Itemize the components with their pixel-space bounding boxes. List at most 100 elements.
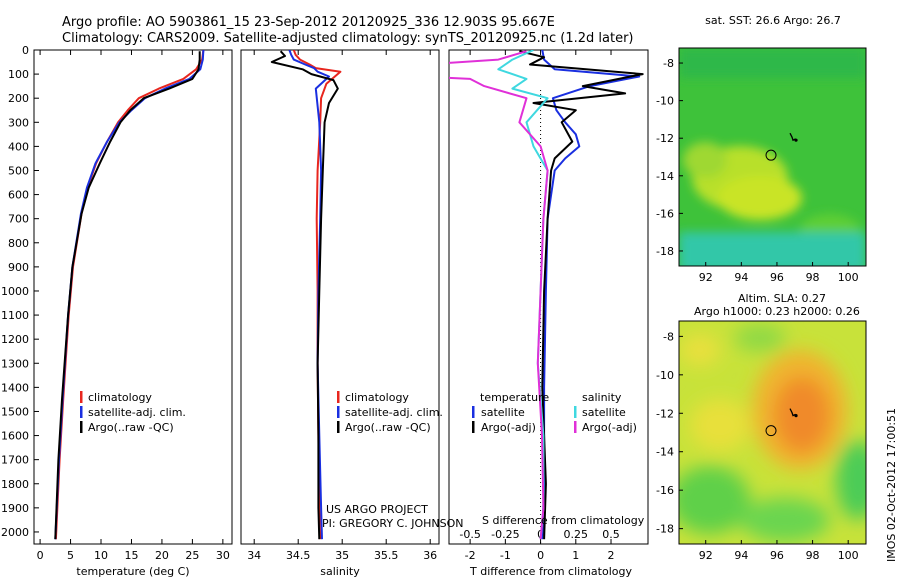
y-tick-label: 700 [8, 213, 29, 226]
temperature-axes [33, 49, 233, 545]
profile-location-marker [765, 425, 777, 437]
salinity-panel: 34 34.5 35 35.5 36 salinity climatology sate… [240, 49, 463, 578]
difference-axes [448, 49, 649, 545]
y-tick-label: 600 [8, 189, 29, 202]
legend-title-salinity: salinity [582, 391, 622, 404]
y-tick-label: 1100 [1, 309, 29, 322]
x-tick-label: 1 [572, 549, 579, 562]
sla-low-patch [836, 440, 866, 520]
legend-label-t-satellite: satellite [481, 406, 525, 419]
sla-map-title: Altim. SLA: 0.27 [738, 292, 826, 305]
sst-map-axes: 92 94 96 98 100 -8 -10 -12 -14 -16 -18 [656, 57, 859, 284]
sla-map-axes: 92 94 96 98 100 -8 -10 -12 -14 -16 -18 [656, 330, 859, 562]
sla-patch [680, 334, 720, 366]
map-x-tick-label: 96 [770, 271, 784, 284]
legend-title-temperature: temperature [480, 391, 549, 404]
sst-map-frame [678, 47, 867, 267]
salinity-diff-tick-label: 0.5 [602, 528, 620, 541]
y-tick-label: 1000 [1, 285, 29, 298]
temperature-xlabel: temperature (deg C) [76, 565, 189, 578]
series-line-climatology [292, 50, 342, 540]
x-tick-label: 30 [216, 549, 230, 562]
sst-field [679, 48, 866, 266]
x-tick-label: 34.5 [286, 549, 311, 562]
map-x-tick-label: 94 [734, 549, 748, 562]
map-y-tick-label: -16 [656, 207, 674, 220]
map-y-tick-label: -18 [656, 245, 674, 258]
sst-north-band [679, 48, 866, 78]
legend-swatch-argo [80, 421, 83, 433]
temperature-legend: climatology satellite-adj. clim. Argo(..… [80, 391, 186, 434]
y-tick-label: 1900 [1, 502, 29, 515]
salinity-series [270, 50, 342, 540]
x-tick-label: 25 [185, 549, 199, 562]
y-tick-label: 1700 [1, 454, 29, 467]
pi-credit: PI: GREGORY C. JOHNSON [322, 517, 463, 530]
timestamp-stamp: IMOS 02-Oct-2012 17:00:51 [885, 408, 898, 562]
series-line-t-satellite [541, 50, 641, 540]
y-tick-label: 300 [8, 116, 29, 129]
x-tick-label: 15 [124, 549, 138, 562]
y-tick-label: 800 [8, 237, 29, 250]
legend-swatch-t-argo [472, 421, 475, 433]
map-y-tick-label: -18 [656, 523, 674, 536]
x-tick-label: 20 [155, 549, 169, 562]
sst-south-band [679, 232, 866, 266]
sla-map-panel: Altim. SLA: 0.27 Argo h1000: 0.23 h2000:… [656, 292, 867, 562]
sla-patch [690, 399, 750, 451]
legend-swatch-s-satellite [574, 406, 577, 418]
legend-label-s-satellite: satellite [582, 406, 626, 419]
x-tick-label: 10 [94, 549, 108, 562]
y-tick-label: 200 [8, 92, 29, 105]
temperature-series [54, 50, 205, 540]
y-tick-label: 900 [8, 261, 29, 274]
sla-map-subtitle: Argo h1000: 0.23 h2000: 0.26 [694, 305, 860, 318]
map-x-tick-label: 100 [838, 271, 859, 284]
series-line-satellite-adj-clim- [288, 50, 330, 540]
legend-label-s-argo: Argo(-adj) [582, 421, 637, 434]
difference-xlabel: T difference from climatology [469, 565, 632, 578]
float-position-dot [794, 138, 798, 142]
sla-field [679, 321, 866, 544]
salinity-diff-tick-label: -0.25 [491, 528, 519, 541]
legend-label-argo: Argo(..raw -QC) [88, 421, 174, 434]
salinity-diff-tick-label: 0.25 [564, 528, 589, 541]
legend-swatch-climatology [337, 391, 340, 403]
map-y-tick-label: -14 [656, 446, 674, 459]
map-x-tick-label: 92 [699, 271, 713, 284]
legend-label-argo: Argo(..raw -QC) [345, 421, 431, 434]
legend-label-climatology: climatology [88, 391, 152, 404]
legend-swatch-s-argo [574, 421, 577, 433]
y-tick-label: 2000 [1, 526, 29, 539]
legend-swatch-t-satellite [472, 406, 475, 418]
salinity-x-axis: 34 34.5 35 35.5 36 [247, 50, 437, 562]
legend-swatch-satellite [337, 406, 340, 418]
y-tick-label: 100 [8, 68, 29, 81]
x-tick-label: -2 [465, 549, 476, 562]
legend-swatch-satellite [80, 406, 83, 418]
legend-label-t-argo: Argo(-adj) [481, 421, 536, 434]
map-y-tick-label: -8 [663, 57, 674, 70]
project-credit: US ARGO PROJECT [326, 503, 428, 516]
profile-location-marker [765, 149, 777, 161]
sla-map-frame [678, 320, 867, 545]
legend-swatch-climatology [80, 391, 83, 403]
map-x-tick-label: 92 [699, 549, 713, 562]
x-tick-label: 5 [67, 549, 74, 562]
difference-legend: temperature salinity satellite Argo(-adj… [472, 391, 637, 434]
map-y-tick-label: -12 [656, 132, 674, 145]
y-tick-label: 1600 [1, 430, 29, 443]
x-tick-label: 35 [335, 549, 349, 562]
legend-label-climatology: climatology [345, 391, 409, 404]
salinity-legend: climatology satellite-adj. clim. Argo(..… [337, 391, 443, 434]
legend-swatch-argo [337, 421, 340, 433]
sla-low-patch [679, 466, 750, 534]
salinity-diff-tick-label: -0.5 [459, 528, 480, 541]
sst-map-marks [765, 132, 798, 161]
map-x-tick-label: 94 [734, 271, 748, 284]
salinity-xlabel: salinity [320, 565, 360, 578]
sst-map-title: sat. SST: 26.6 Argo: 26.7 [705, 14, 841, 27]
difference-series [449, 50, 644, 540]
series-line-argo-raw-qc- [270, 50, 339, 540]
